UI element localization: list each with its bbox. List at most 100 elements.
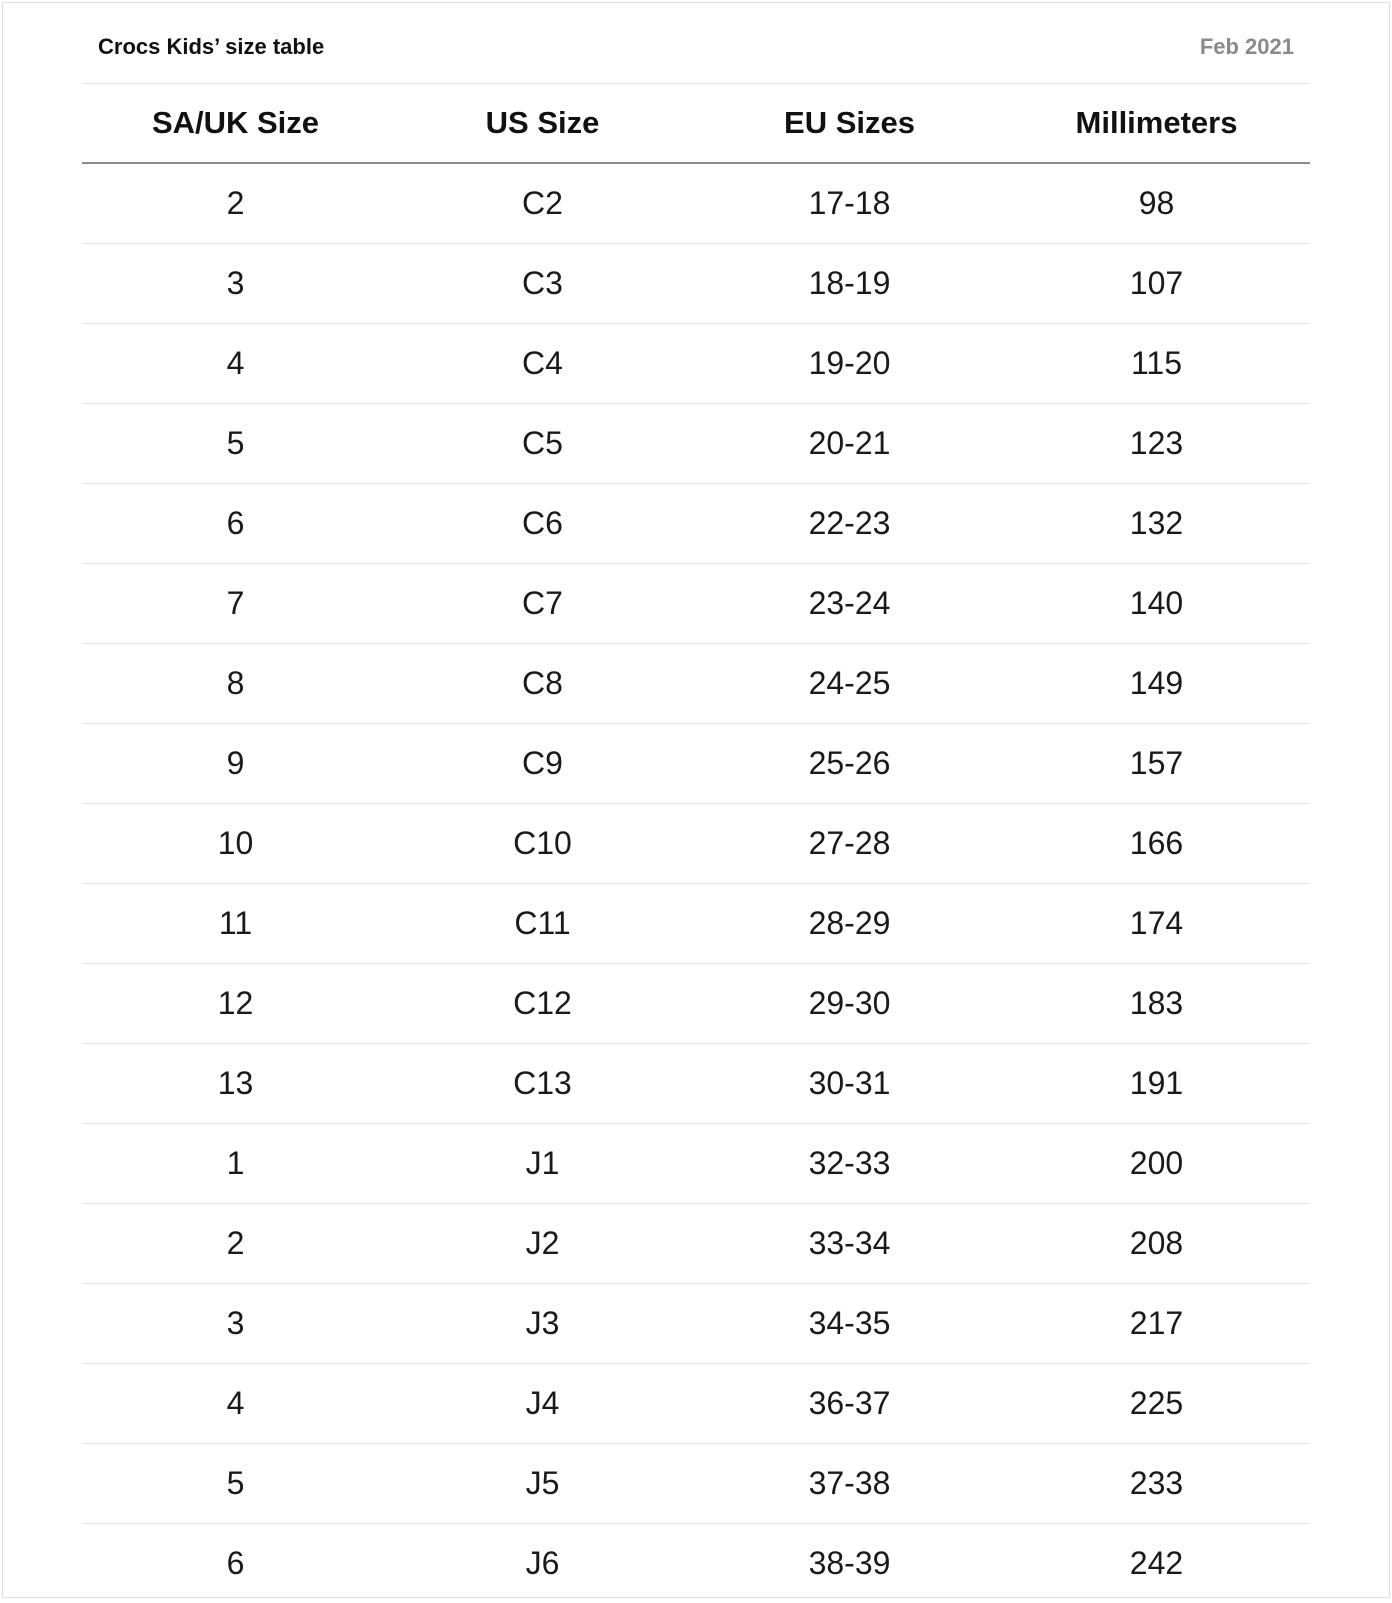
cell-mm: 174 [1129, 905, 1184, 941]
cell-us: C2 [522, 185, 563, 221]
cell-eu: 20-21 [808, 425, 891, 461]
cell-eu: 32-33 [808, 1145, 891, 1181]
cell-mm: 157 [1129, 745, 1184, 781]
table-row: 6 J6 38-39 242 [82, 1524, 1310, 1603]
cell-us: C5 [522, 425, 563, 461]
table-date: Feb 2021 [1199, 34, 1294, 59]
cell-us: C6 [522, 505, 563, 541]
cell-us: C12 [513, 985, 572, 1021]
cell-sa-uk: 5 [226, 425, 245, 461]
cell-eu: 27-28 [808, 825, 891, 861]
cell-mm: 98 [1138, 185, 1175, 221]
cell-eu: 37-38 [808, 1465, 891, 1501]
cell-sa-uk: 6 [226, 1545, 245, 1581]
cell-eu: 33-34 [808, 1225, 891, 1261]
table-body: 2 C2 17-18 98 3 C3 18-19 107 4 C4 19-20 115 5 C5 20-21… [82, 164, 1310, 1603]
cell-us: J6 [525, 1545, 560, 1581]
table-row: 7 C7 23-24 140 [82, 564, 1310, 644]
size-table: SA/UK Size US Size EU Sizes Millimeters … [82, 83, 1310, 1603]
cell-mm: 115 [1130, 345, 1182, 381]
cell-eu: 17-18 [808, 185, 891, 221]
table-row: 3 C3 18-19 107 [82, 244, 1310, 324]
cell-sa-uk: 4 [226, 345, 245, 381]
cell-sa-uk: 2 [226, 185, 245, 221]
cell-mm: 233 [1129, 1465, 1184, 1501]
cell-sa-uk: 4 [226, 1385, 245, 1421]
cell-eu: 28-29 [808, 905, 891, 941]
cell-sa-uk: 6 [226, 505, 245, 541]
cell-eu: 23-24 [808, 585, 891, 621]
cell-eu: 19-20 [808, 345, 891, 381]
cell-us: C10 [513, 825, 572, 861]
table-row: 10 C10 27-28 166 [82, 804, 1310, 884]
cell-us: C9 [522, 745, 563, 781]
cell-sa-uk: 13 [217, 1065, 254, 1101]
cell-mm: 217 [1129, 1305, 1184, 1341]
cell-sa-uk: 3 [226, 265, 245, 301]
cell-us: J2 [525, 1225, 560, 1261]
column-header-eu: EU Sizes [784, 105, 915, 140]
table-row: 6 C6 22-23 132 [82, 484, 1310, 564]
cell-us: C3 [522, 265, 563, 301]
cell-sa-uk: 10 [217, 825, 254, 861]
table-row: 4 C4 19-20 115 [82, 324, 1310, 404]
cell-eu: 18-19 [808, 265, 891, 301]
table-row: 1 J1 32-33 200 [82, 1124, 1310, 1204]
cell-eu: 38-39 [808, 1545, 891, 1581]
cell-mm: 242 [1129, 1545, 1184, 1581]
cell-us: C8 [522, 665, 563, 701]
cell-eu: 22-23 [808, 505, 891, 541]
cell-eu: 25-26 [808, 745, 891, 781]
cell-sa-uk: 7 [226, 585, 245, 621]
cell-us: J5 [525, 1465, 560, 1501]
cell-mm: 140 [1129, 585, 1184, 621]
table-row: 2 J2 33-34 208 [82, 1204, 1310, 1284]
cell-mm: 132 [1129, 505, 1184, 541]
cell-eu: 34-35 [808, 1305, 891, 1341]
column-header-us: US Size [485, 105, 600, 140]
cell-mm: 183 [1129, 985, 1184, 1021]
table-row: 5 J5 37-38 233 [82, 1444, 1310, 1524]
cell-us: J4 [525, 1385, 560, 1421]
cell-us: C4 [522, 345, 563, 381]
cell-sa-uk: 11 [218, 905, 253, 941]
cell-us: C11 [514, 905, 571, 941]
column-header-sa-uk: SA/UK Size [151, 105, 320, 140]
cell-sa-uk: 2 [226, 1225, 245, 1261]
table-header: SA/UK Size US Size EU Sizes Millimeters [82, 83, 1310, 164]
cell-sa-uk: 1 [226, 1145, 245, 1181]
table-row: 3 J3 34-35 217 [82, 1284, 1310, 1364]
table-row: 8 C8 24-25 149 [82, 644, 1310, 724]
table-row: 13 C13 30-31 191 [82, 1044, 1310, 1124]
cell-mm: 107 [1129, 265, 1184, 301]
cell-sa-uk: 9 [226, 745, 245, 781]
table-title: Crocs Kids’ size table [98, 34, 325, 59]
column-header-mm: Millimeters [1075, 105, 1238, 140]
cell-eu: 29-30 [808, 985, 891, 1021]
cell-us: J3 [525, 1305, 560, 1341]
table-row: 9 C9 25-26 157 [82, 724, 1310, 804]
cell-mm: 200 [1129, 1145, 1184, 1181]
table-row: 12 C12 29-30 183 [82, 964, 1310, 1044]
cell-mm: 149 [1129, 665, 1184, 701]
cell-eu: 30-31 [808, 1065, 891, 1101]
cell-eu: 36-37 [808, 1385, 891, 1421]
cell-us: J1 [525, 1145, 560, 1181]
cell-mm: 166 [1129, 825, 1184, 861]
cell-us: C13 [513, 1065, 572, 1101]
cell-mm: 123 [1129, 425, 1184, 461]
cell-mm: 191 [1129, 1065, 1184, 1101]
cell-us: C7 [522, 585, 563, 621]
cell-sa-uk: 12 [217, 985, 254, 1021]
table-row: 4 J4 36-37 225 [82, 1364, 1310, 1444]
cell-eu: 24-25 [808, 665, 891, 701]
cell-sa-uk: 5 [226, 1465, 245, 1501]
cell-sa-uk: 3 [226, 1305, 245, 1341]
cell-mm: 225 [1129, 1385, 1184, 1421]
table-row: 2 C2 17-18 98 [82, 164, 1310, 244]
table-row: 5 C5 20-21 123 [82, 404, 1310, 484]
table-row: 11 C11 28-29 174 [82, 884, 1310, 964]
cell-mm: 208 [1129, 1225, 1184, 1261]
cell-sa-uk: 8 [226, 665, 245, 701]
